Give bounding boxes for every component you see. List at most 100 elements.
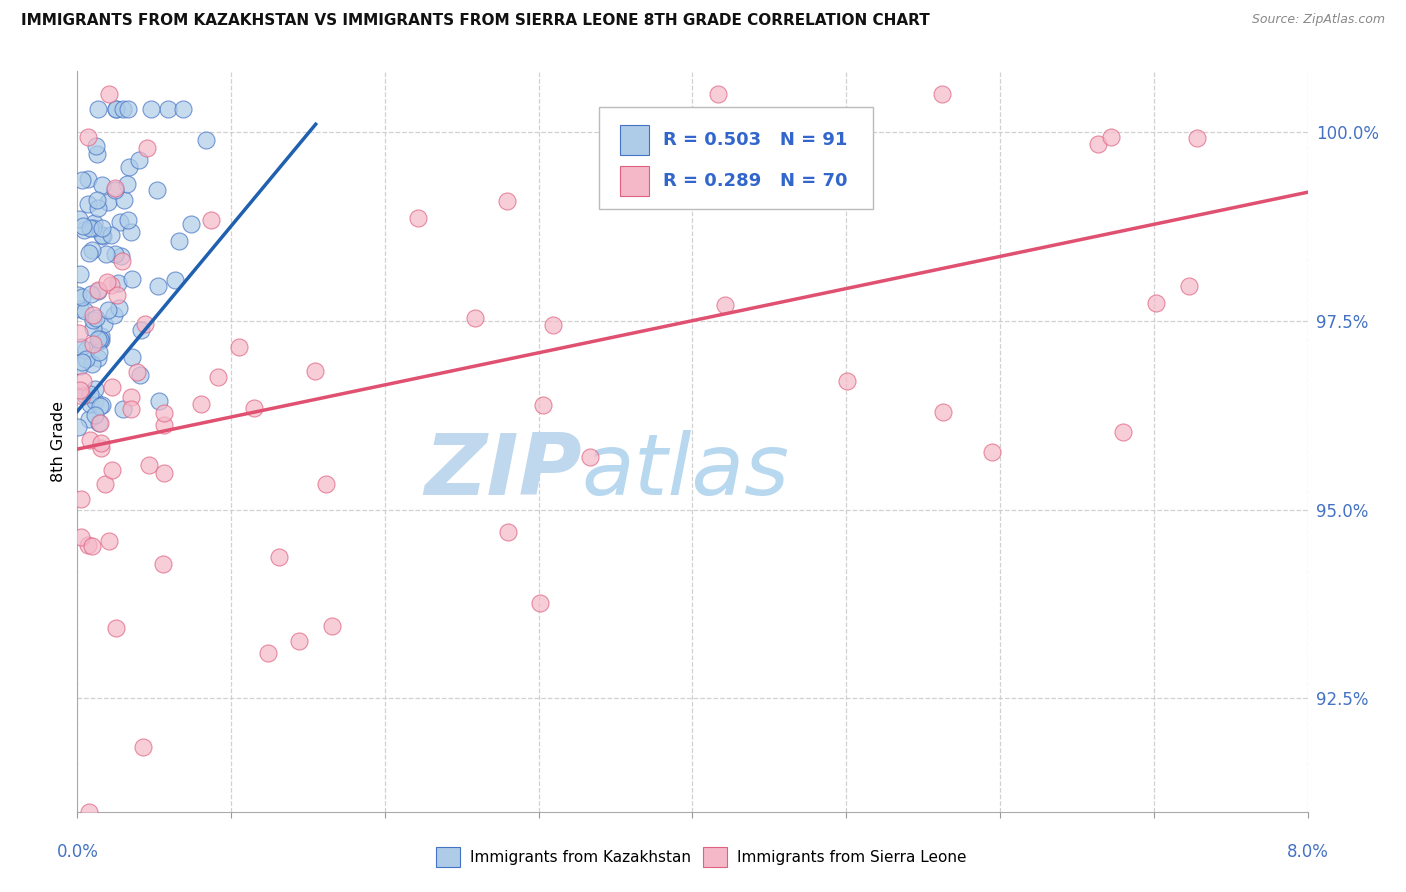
- Point: [129, 322, 152, 336]
- Point: [111, 254, 134, 268]
- Point: [77, 805, 100, 819]
- Point: [91, 221, 114, 235]
- Point: [80, 539, 103, 553]
- Point: [72, 173, 94, 187]
- Point: [97, 533, 120, 548]
- Point: [128, 153, 150, 168]
- Point: [82, 312, 104, 326]
- Point: [70, 290, 93, 304]
- Point: [77, 196, 100, 211]
- Point: [77, 130, 100, 145]
- Point: [1099, 129, 1122, 144]
- Point: [96, 276, 118, 290]
- Point: [153, 466, 176, 480]
- Point: [156, 102, 179, 116]
- Point: [101, 380, 124, 394]
- Point: [543, 318, 565, 333]
- Point: [108, 301, 131, 315]
- Point: [97, 303, 120, 318]
- Text: IMMIGRANTS FROM KAZAKHSTAN VS IMMIGRANTS FROM SIERRA LEONE 8TH GRADE CORRELATION: IMMIGRANTS FROM KAZAKHSTAN VS IMMIGRANTS…: [21, 13, 929, 29]
- Point: [579, 450, 602, 464]
- Point: [77, 172, 100, 186]
- Point: [931, 87, 953, 101]
- Point: [72, 374, 94, 388]
- Point: [1185, 131, 1208, 145]
- Point: [121, 350, 143, 364]
- Point: [134, 317, 156, 331]
- Point: [110, 215, 132, 229]
- Point: [87, 334, 110, 348]
- Point: [146, 183, 169, 197]
- Y-axis label: 8th Grade: 8th Grade: [51, 401, 66, 482]
- Point: [75, 351, 97, 366]
- Point: [125, 365, 148, 379]
- Point: [121, 272, 143, 286]
- Point: [83, 216, 105, 230]
- Point: [70, 531, 93, 545]
- Point: [84, 394, 107, 409]
- Point: [148, 394, 170, 409]
- Point: [195, 133, 218, 147]
- Point: [82, 336, 104, 351]
- Text: R = 0.289   N = 70: R = 0.289 N = 70: [662, 172, 846, 190]
- Point: [104, 246, 127, 260]
- Point: [75, 387, 97, 401]
- Point: [120, 402, 142, 417]
- Point: [69, 340, 91, 354]
- Point: [115, 178, 138, 192]
- Point: [117, 160, 139, 174]
- Text: Immigrants from Kazakhstan: Immigrants from Kazakhstan: [470, 850, 690, 864]
- Point: [180, 217, 202, 231]
- Text: atlas: atlas: [582, 430, 790, 513]
- Point: [104, 181, 127, 195]
- Text: ZIP: ZIP: [425, 430, 582, 513]
- Point: [84, 311, 107, 326]
- Text: Immigrants from Sierra Leone: Immigrants from Sierra Leone: [737, 850, 966, 864]
- Point: [101, 463, 124, 477]
- Point: [112, 193, 135, 207]
- Point: [135, 141, 157, 155]
- Point: [104, 621, 127, 635]
- Point: [82, 221, 104, 235]
- Point: [105, 102, 128, 116]
- Point: [138, 458, 160, 472]
- Point: [531, 399, 554, 413]
- Point: [406, 211, 429, 226]
- Point: [87, 201, 110, 215]
- Point: [98, 87, 121, 101]
- Point: [89, 332, 111, 346]
- Point: [69, 359, 91, 373]
- Point: [104, 183, 127, 197]
- Point: [165, 273, 187, 287]
- Point: [97, 195, 120, 210]
- Point: [73, 223, 96, 237]
- Point: [120, 390, 142, 404]
- Point: [84, 139, 107, 153]
- Point: [117, 212, 139, 227]
- Point: [464, 310, 486, 325]
- Text: 0.0%: 0.0%: [56, 843, 98, 861]
- Point: [100, 277, 122, 292]
- Point: [69, 267, 91, 281]
- Point: [707, 87, 730, 101]
- Point: [72, 219, 94, 233]
- Point: [120, 225, 142, 239]
- Point: [321, 619, 343, 633]
- Point: [94, 246, 117, 260]
- Point: [304, 364, 326, 378]
- Point: [207, 369, 229, 384]
- Point: [932, 405, 955, 419]
- Point: [152, 406, 174, 420]
- Point: [267, 549, 290, 564]
- Point: [90, 441, 112, 455]
- Point: [79, 246, 101, 260]
- Point: [79, 387, 101, 401]
- Point: [93, 318, 115, 332]
- Point: [104, 102, 127, 116]
- Point: [79, 433, 101, 447]
- Point: [69, 383, 91, 397]
- Point: [243, 401, 266, 415]
- Point: [75, 304, 97, 318]
- Point: [75, 343, 97, 358]
- Point: [288, 633, 311, 648]
